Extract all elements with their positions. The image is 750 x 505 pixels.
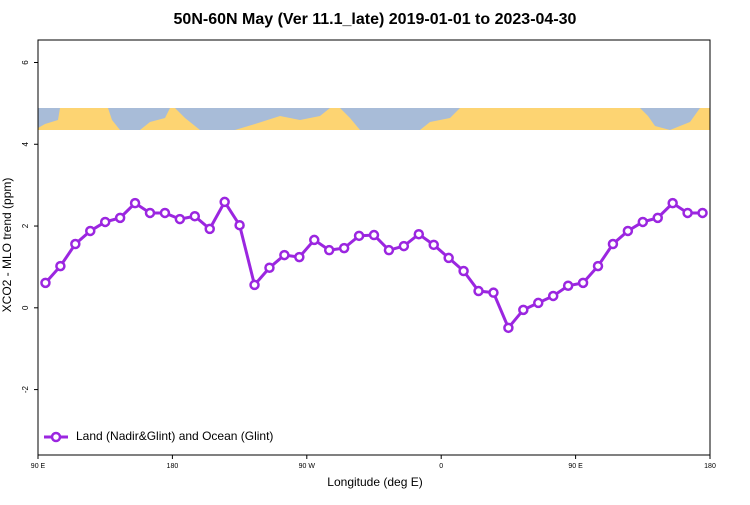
x-tick-label: 180 <box>167 463 179 470</box>
x-axis-label: Longitude (deg E) <box>327 475 422 489</box>
point <box>488 287 499 298</box>
point <box>562 280 574 291</box>
legend-label: Land (Nadir&Glint) and Ocean (Glint) <box>76 429 273 443</box>
chart-title: 50N-60N May (Ver 11.1_late) 2019-01-01 t… <box>174 11 577 28</box>
point <box>503 322 514 334</box>
legend-marker <box>50 431 62 443</box>
point <box>518 304 529 316</box>
map-strip <box>38 108 710 130</box>
point <box>473 285 484 297</box>
point <box>592 260 604 272</box>
point <box>129 197 141 209</box>
point <box>55 260 66 272</box>
point <box>40 277 51 289</box>
point <box>279 249 290 261</box>
point <box>294 251 305 263</box>
y-tick-label: 4 <box>21 141 30 146</box>
series-line <box>44 198 703 331</box>
y-tick-label: 2 <box>21 223 30 228</box>
point <box>458 265 469 277</box>
y-tick-label: 0 <box>21 305 30 310</box>
point <box>682 207 693 219</box>
point <box>533 297 544 309</box>
plot-frame <box>37 39 711 456</box>
point <box>652 212 663 224</box>
point <box>99 216 111 228</box>
point <box>249 279 260 291</box>
x-tick-label: 90 E <box>31 463 46 470</box>
point <box>70 238 81 250</box>
x-tick-label: 90 W <box>299 463 316 470</box>
point <box>309 234 320 246</box>
point <box>667 197 678 209</box>
point <box>234 219 245 231</box>
point <box>189 210 201 222</box>
point <box>697 207 708 219</box>
point <box>637 216 649 228</box>
point <box>159 207 171 219</box>
point <box>622 225 634 237</box>
point <box>264 262 275 273</box>
point <box>338 242 350 254</box>
point <box>398 240 410 252</box>
y-tick-label: 6 <box>21 60 30 65</box>
point <box>114 212 126 224</box>
x-tick-label: 0 <box>439 463 443 470</box>
point <box>204 223 215 235</box>
point <box>607 238 619 250</box>
point <box>144 207 156 219</box>
point <box>413 228 425 240</box>
point <box>174 213 186 225</box>
x-tick-label: 180 <box>704 463 716 470</box>
point <box>547 290 559 302</box>
point <box>323 244 335 256</box>
point <box>428 239 439 251</box>
y-axis-label: XCO2 - MLO trend (ppm) <box>0 178 14 313</box>
x-tick-label: 90 E <box>568 463 583 470</box>
point <box>577 277 589 289</box>
y-tick-label: -2 <box>21 385 30 393</box>
point <box>383 244 395 256</box>
point <box>368 229 380 241</box>
point <box>443 252 454 264</box>
point <box>85 225 96 237</box>
point <box>219 196 230 208</box>
point <box>353 230 365 242</box>
